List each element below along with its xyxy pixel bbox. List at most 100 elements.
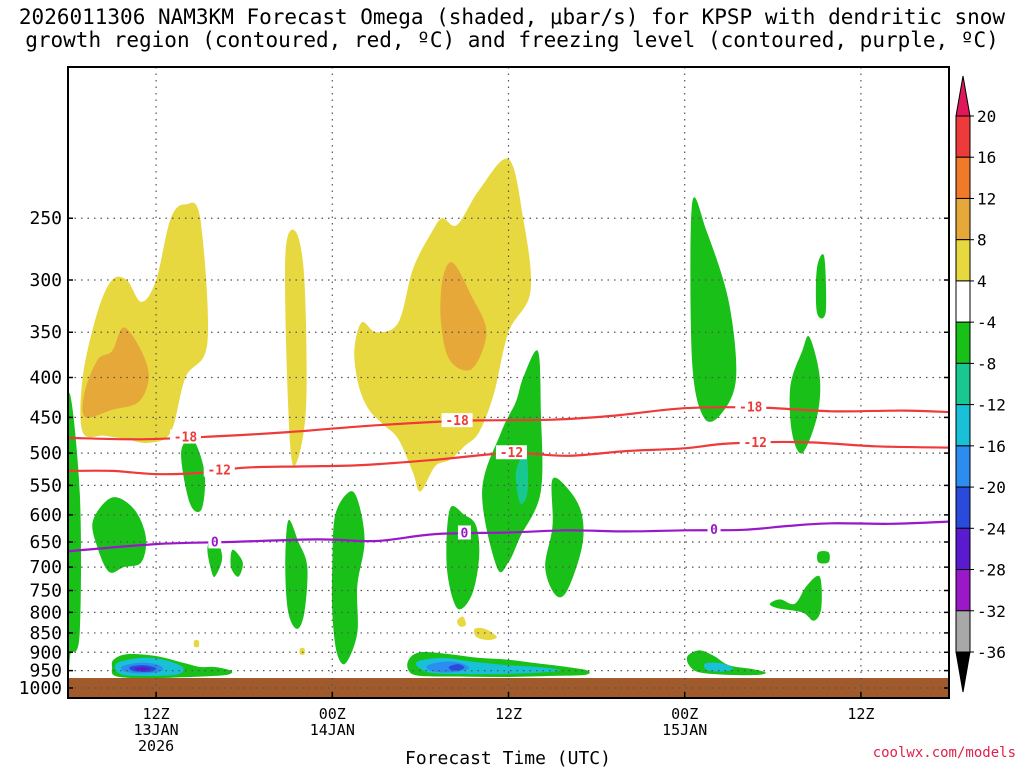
omega-region-12 (446, 506, 480, 610)
omega-region-14 (515, 452, 529, 505)
colorbar-label: -4 (977, 313, 996, 332)
colorbar-bottom-arrow (955, 651, 971, 693)
omega-region-19 (769, 575, 822, 621)
y-tick-label: 750 (29, 581, 62, 602)
contour-label-zero: 0 (710, 523, 718, 538)
contour-label-minus12: -12 (743, 436, 766, 451)
x-tick-label: 00Z (319, 705, 346, 723)
omega-region-29 (448, 664, 465, 671)
x-tick-label: 14JAN (310, 721, 355, 739)
colorbar-label: -32 (977, 602, 1006, 621)
colorbar-segment (955, 362, 971, 406)
contour-label-zero: 0 (211, 535, 219, 550)
colorbar-label: -16 (977, 437, 1006, 456)
omega-region-4 (440, 262, 487, 371)
colorbar-label: -20 (977, 478, 1006, 497)
y-tick-label: 400 (29, 367, 62, 388)
y-tick-label: 700 (29, 557, 62, 578)
x-tick-label: 12Z (847, 705, 874, 723)
omega-region-9 (230, 549, 243, 577)
colorbar-segment (955, 239, 971, 282)
contour-minus12 (68, 440, 949, 476)
contour-label-minus18: -18 (739, 401, 763, 416)
x-axis-title: Forecast Time (UTC) (405, 748, 611, 768)
omega-regions (68, 158, 830, 679)
y-tick-label: 350 (29, 322, 62, 343)
omega-region-35 (299, 647, 305, 655)
colorbar-segment (955, 321, 971, 364)
contour-lines: -18 -18 -18 -12 -12 -12 0 0 0 (68, 399, 949, 553)
ground-band (69, 678, 948, 697)
omega-region-1 (82, 327, 149, 418)
chart-title-line2: growth region (contoured, red, ºC) and f… (25, 28, 999, 52)
colorbar-segment (955, 280, 971, 323)
omega-region-20 (817, 551, 830, 564)
contour-label-zero: 0 (461, 526, 469, 541)
colorbar-top-arrow (955, 75, 971, 117)
chart-title-line1: 2026011306 NAM3KM Forecast Omega (shaded… (18, 5, 1006, 29)
colorbar-label: 4 (977, 272, 987, 291)
y-tick-label: 900 (29, 642, 62, 663)
omega-region-16 (690, 197, 737, 422)
contour-label-bg (203, 462, 235, 477)
omega-region-11 (331, 491, 365, 665)
omega-region-33 (457, 616, 466, 627)
y-tick-label: 500 (29, 443, 62, 464)
colorbar-segment (955, 115, 971, 158)
omega-region-5 (68, 392, 82, 672)
omega-region-34 (193, 640, 200, 648)
colorbar-label: 16 (977, 148, 996, 167)
contour-label-minus18: -18 (445, 414, 469, 429)
colorbar-label: -8 (977, 354, 996, 373)
colorbar: 20 16 12 8 4 -4 -8 -12 -16 -20 -24 -28 -32 -36 (955, 75, 1006, 693)
chart-title: 2026011306 NAM3KM Forecast Omega (shaded… (0, 6, 1024, 52)
x-tick-label: 12Z (143, 705, 170, 723)
omega-region-15 (545, 477, 584, 598)
x-tick-label: 12Z (495, 705, 522, 723)
contour-label-bg (495, 445, 527, 460)
colorbar-segment (955, 569, 971, 612)
x-tick-label: 00Z (671, 705, 698, 723)
colorbar-segment (955, 610, 971, 653)
contour-label-bg (735, 399, 767, 414)
contour-label-bg (739, 434, 771, 449)
y-tick-label: 600 (29, 505, 62, 526)
colorbar-segment (955, 156, 971, 199)
colorbar-label: -12 (977, 396, 1006, 415)
omega-region-18 (789, 336, 821, 454)
y-tick-label: 950 (29, 661, 62, 682)
y-tick-label: 250 (29, 208, 62, 229)
contour-label-bg (457, 525, 471, 540)
y-tick-label: 300 (29, 270, 62, 291)
y-axis: 2503003504004505005506006507007508008509… (19, 208, 949, 699)
omega-region-17 (815, 254, 827, 319)
omega-region-2 (285, 229, 307, 467)
x-tick-label: 13JAN (134, 721, 179, 739)
colorbar-label: -24 (977, 519, 1006, 538)
contour-label-minus12: -12 (500, 446, 523, 461)
gridlines (68, 67, 949, 698)
credit-text: coolwx.com/models (872, 745, 1016, 761)
contour-zero (68, 520, 949, 553)
colorbar-label: -36 (977, 643, 1006, 662)
y-tick-label: 1000 (19, 678, 62, 699)
colorbar-segment (955, 445, 971, 488)
omega-region-31 (703, 662, 734, 672)
colorbar-segment (955, 404, 971, 447)
colorbar-segment (955, 486, 971, 529)
contour-label-minus12: -12 (207, 464, 230, 479)
x-tick-label: 2026 (138, 737, 174, 755)
contour-label-bg (441, 413, 473, 428)
x-tick-label: 15JAN (662, 721, 707, 739)
y-tick-label: 850 (29, 623, 62, 644)
omega-region-7 (181, 438, 206, 513)
y-tick-label: 650 (29, 532, 62, 553)
contour-minus18 (68, 406, 949, 441)
contour-label-bg (707, 522, 721, 537)
y-tick-label: 550 (29, 475, 62, 496)
omega-region-32 (473, 627, 497, 640)
colorbar-label: 12 (977, 189, 996, 208)
y-tick-label: 450 (29, 407, 62, 428)
omega-region-13 (482, 350, 543, 573)
